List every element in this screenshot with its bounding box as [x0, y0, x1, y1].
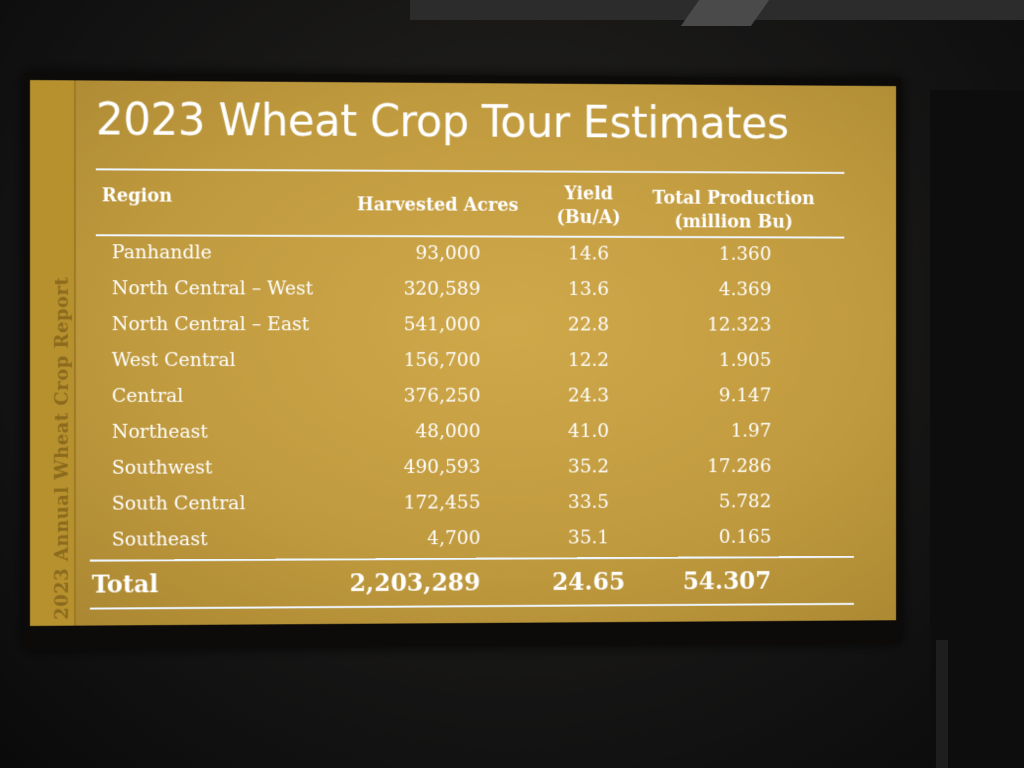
total-acres: 2,203,289 — [347, 568, 480, 598]
table-row: South Central 172,455 33.5 5.782 — [30, 80, 896, 86]
table-body: Panhandle 93,000 14.6 1.360 North Centra… — [30, 80, 896, 86]
cell-region: Northeast — [112, 419, 369, 443]
header-harvested-acres: Harvested Acres — [357, 193, 518, 217]
total-yield: 24.65 — [545, 567, 632, 597]
cell-production: 0.165 — [663, 525, 771, 549]
cell-production: 5.782 — [663, 490, 771, 514]
table-row: Central 376,250 24.3 9.147 — [30, 80, 896, 86]
cell-production: 17.286 — [663, 454, 771, 478]
cell-yield: 13.6 — [545, 277, 632, 301]
cell-region: Central — [112, 384, 369, 408]
cell-production: 1.360 — [663, 242, 771, 266]
cell-region: North Central – West — [112, 276, 369, 300]
cell-yield: 35.1 — [545, 525, 632, 549]
cell-production: 4.369 — [663, 277, 771, 301]
projection-screen: 2023 Annual Wheat Crop Report 2023 Wheat… — [24, 72, 902, 650]
cell-region: Southeast — [112, 527, 369, 552]
table-row: North Central – East 541,000 22.8 12.323 — [30, 80, 896, 86]
table-row: Northeast 48,000 41.0 1.97 — [30, 80, 896, 86]
cell-production: 9.147 — [663, 384, 771, 408]
slide: 2023 Annual Wheat Crop Report 2023 Wheat… — [30, 80, 896, 626]
header-yield-unit: (Bu/A) — [545, 206, 632, 230]
cell-acres: 541,000 — [347, 312, 480, 336]
cell-acres: 376,250 — [347, 384, 480, 408]
table-row: West Central 156,700 12.2 1.905 — [30, 80, 896, 86]
cell-region: North Central – East — [112, 312, 369, 336]
cell-region: West Central — [112, 348, 369, 372]
title-rule — [96, 168, 845, 174]
cell-acres: 48,000 — [347, 419, 480, 443]
cell-yield: 41.0 — [545, 419, 632, 443]
total-rule-top — [90, 556, 854, 562]
total-row: Total 2,203,289 24.65 54.307 — [30, 80, 896, 86]
cell-yield: 35.2 — [545, 455, 632, 479]
total-label: Total — [92, 569, 158, 599]
total-rule-bottom — [90, 603, 854, 610]
header-yield: Yield — [545, 182, 632, 206]
cell-acres: 320,589 — [347, 277, 480, 301]
slide-sidebar: 2023 Annual Wheat Crop Report — [30, 80, 76, 626]
total-production: 54.307 — [663, 566, 771, 596]
table-row: North Central – West 320,589 13.6 4.369 — [30, 80, 896, 86]
cell-acres: 4,700 — [347, 526, 480, 550]
cell-region: Panhandle — [112, 240, 369, 265]
cell-acres: 490,593 — [347, 455, 480, 479]
cell-region: South Central — [112, 491, 369, 516]
cell-yield: 33.5 — [545, 490, 632, 514]
cell-acres: 93,000 — [347, 241, 480, 265]
cell-yield: 24.3 — [545, 384, 632, 408]
cell-production: 1.97 — [663, 419, 771, 443]
cell-production: 1.905 — [663, 348, 771, 372]
cell-region: Southwest — [112, 455, 369, 480]
cell-acres: 156,700 — [347, 348, 480, 372]
header-region: Region — [102, 184, 172, 208]
sidebar-label: 2023 Annual Wheat Crop Report — [52, 277, 73, 620]
cell-yield: 14.6 — [545, 242, 632, 266]
header-production-unit: (million Bu) — [652, 210, 816, 234]
table-row: Southeast 4,700 35.1 0.165 — [30, 80, 896, 86]
slide-title: 2023 Wheat Crop Tour Estimates — [96, 94, 789, 149]
cell-acres: 172,455 — [347, 491, 480, 515]
header-rule — [96, 234, 845, 238]
table-row: Southwest 490,593 35.2 17.286 — [30, 80, 896, 86]
header-total-production: Total Production — [652, 187, 816, 211]
cell-yield: 12.2 — [545, 348, 632, 372]
cell-production: 12.323 — [663, 313, 771, 337]
screen-stand — [936, 640, 948, 768]
cell-yield: 22.8 — [545, 313, 632, 337]
table-row: Panhandle 93,000 14.6 1.360 — [30, 80, 896, 86]
